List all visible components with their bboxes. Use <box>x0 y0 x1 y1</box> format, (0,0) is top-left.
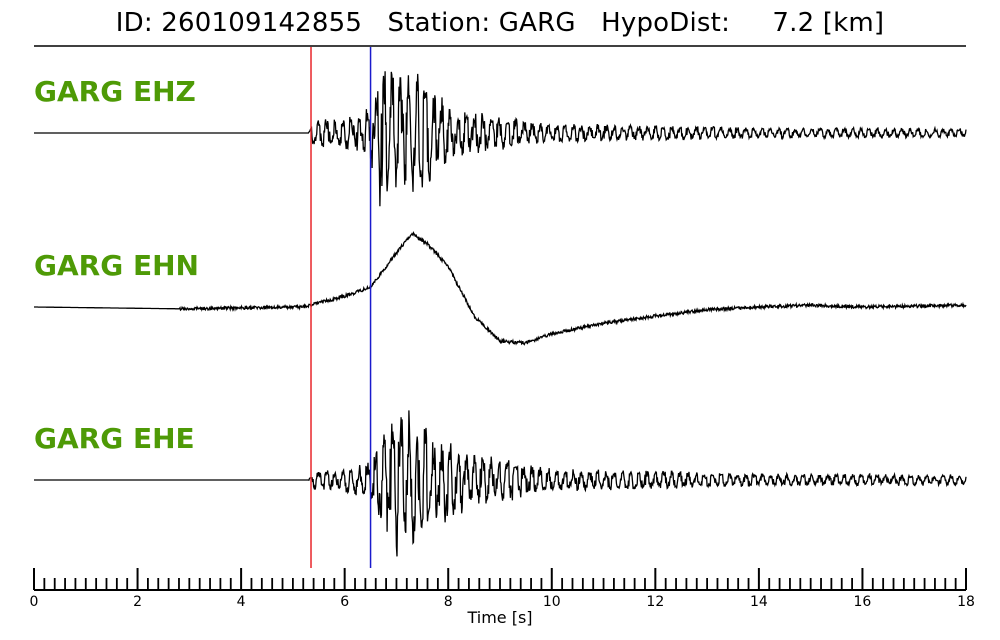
channel-label-ehn: GARG EHN <box>34 249 199 282</box>
traces-group <box>34 71 967 557</box>
x-axis-label: Time [s] <box>466 608 532 627</box>
x-tick-label: 12 <box>646 594 664 610</box>
x-tick-label: 14 <box>750 594 768 610</box>
x-tick-label: 4 <box>237 594 246 610</box>
trace-ehz <box>34 71 967 207</box>
x-tick-label: 6 <box>340 594 349 610</box>
trace-ehe <box>34 410 967 557</box>
x-tick-label: 2 <box>133 594 142 610</box>
time-axis-ticks: 0 2 4 6 8 10 12 14 16 18 <box>30 568 975 610</box>
figure-title: ID: 260109142855 Station: GARG HypoDist:… <box>115 8 885 38</box>
channel-label-ehe: GARG EHE <box>34 422 195 455</box>
trace-ehn <box>34 230 967 346</box>
x-tick-label: 18 <box>957 594 975 610</box>
x-tick-label: 16 <box>854 594 872 610</box>
x-tick-label: 10 <box>543 594 561 610</box>
channel-label-ehz: GARG EHZ <box>34 75 196 108</box>
x-tick-label: 0 <box>30 594 39 610</box>
x-tick-label: 8 <box>444 594 453 610</box>
